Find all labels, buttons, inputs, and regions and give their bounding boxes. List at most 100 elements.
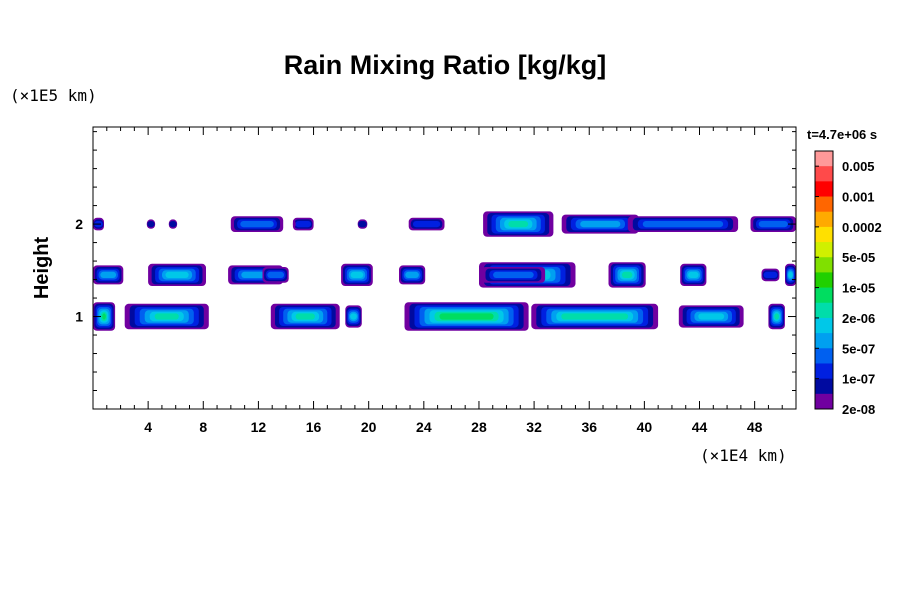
y-unit-label: (×1E5 km)	[10, 86, 97, 105]
rain-band-2-1-level-6	[154, 313, 179, 320]
contour-plot-area	[93, 211, 796, 331]
rain-band-1-4	[341, 263, 373, 286]
x-tick-label-40: 40	[637, 419, 653, 435]
colorbar-swatch-5	[815, 226, 833, 243]
colorbar-label-3: 5e-05	[842, 250, 875, 265]
colorbar-swatch-4	[815, 211, 833, 228]
rain-band-2-1	[124, 303, 209, 330]
colorbar-swatch-8	[815, 272, 833, 288]
rain-band-0-1	[146, 219, 156, 229]
rain-band-2-0	[93, 302, 116, 331]
rain-band-1-7-level-3	[493, 271, 534, 278]
colorbar-label-4: 1e-05	[842, 281, 875, 296]
rain-band-1-8-level-6	[621, 271, 633, 278]
rain-band-2-5-level-6	[561, 313, 629, 320]
y-tick-label-2: 2	[75, 216, 83, 232]
rain-band-2-0-level-7	[102, 313, 106, 320]
rain-band-0-6	[357, 219, 368, 229]
colorbar-swatch-16	[815, 393, 833, 410]
rain-band-0-6-level-1	[358, 221, 367, 228]
rain-band-1-1	[148, 263, 206, 286]
rain-band-1-4-level-5	[350, 271, 364, 278]
rain-band-1-3	[262, 267, 289, 283]
rain-band-2-6-level-5	[698, 313, 725, 320]
rain-band-0-7-level-2	[413, 221, 441, 228]
rain-band-1-9	[680, 263, 707, 286]
colorbar-label-8: 2e-08	[842, 402, 875, 417]
rain-band-1-5-level-4	[405, 271, 419, 278]
rain-band-0-5	[292, 221, 296, 228]
x-tick-label-20: 20	[361, 419, 377, 435]
rain-band-0-3-level-3	[240, 221, 274, 228]
rain-band-2-4-level-7	[439, 313, 494, 320]
rain-band-1-3-level-3	[267, 271, 285, 278]
colorbar-label-0: 0.005	[842, 159, 875, 174]
rain-band-2-5	[531, 303, 659, 330]
x-tick-label-28: 28	[471, 419, 487, 435]
rain-band-1-11-level-5	[788, 271, 793, 278]
colorbar-swatch-7	[815, 257, 833, 273]
rain-band-2-7	[768, 303, 785, 330]
x-tick-label-8: 8	[199, 419, 207, 435]
rain-band-1-11	[785, 263, 796, 286]
rain-band-1-0-level-4	[100, 271, 117, 278]
rain-band-0-8-level-6	[508, 221, 529, 228]
rain-band-1-0	[93, 265, 124, 285]
colorbar-swatch-11	[815, 317, 833, 334]
colorbar-label-1: 0.001	[842, 190, 875, 205]
colorbar-swatch-10	[815, 302, 833, 319]
rain-band-2-2-level-6	[295, 313, 315, 320]
rain-band-1-7	[481, 267, 546, 283]
rain-band-1-9-level-5	[688, 271, 699, 278]
rain-band-0-10	[627, 216, 739, 232]
rain-band-0-2	[168, 219, 178, 229]
rain-band-2-3-level-5	[350, 313, 357, 320]
colorbar-swatch-9	[815, 287, 833, 304]
rain-band-0-11	[750, 216, 796, 232]
x-tick-label-4: 4	[144, 419, 152, 435]
x-unit-label: (×1E4 km)	[700, 446, 787, 465]
colorbar-swatch-6	[815, 242, 833, 258]
x-tick-label-24: 24	[416, 419, 432, 435]
x-tick-label-36: 36	[581, 419, 597, 435]
colorbar-swatch-13	[815, 348, 833, 364]
colorbar-swatch-12	[815, 333, 833, 349]
colorbar-label-6: 5e-07	[842, 341, 875, 356]
time-label: t=4.7e+06 s	[807, 127, 877, 142]
chart-title: Rain Mixing Ratio [kg/kg]	[284, 50, 607, 80]
rain-band-0-10-level-3	[642, 221, 724, 228]
x-tick-label-32: 32	[526, 419, 542, 435]
colorbar-label-2: 0.0002	[842, 220, 882, 235]
plot-frame	[92, 126, 797, 410]
rain-band-0-7	[408, 217, 445, 231]
rain-band-2-4	[404, 302, 529, 331]
rain-band-0-8	[483, 211, 554, 237]
rain-band-0-5-level-0	[292, 221, 296, 228]
rain-band-0-3	[230, 216, 284, 232]
rain-band-2-3	[345, 305, 362, 328]
colorbar-swatch-1	[815, 166, 833, 182]
x-tick-label-44: 44	[692, 419, 708, 435]
rain-band-0-4-level-2	[295, 221, 312, 228]
rain-band-0-2-level-1	[169, 221, 177, 228]
x-tick-label-12: 12	[251, 419, 267, 435]
colorbar-swatch-15	[815, 378, 833, 395]
y-tick-label-1: 1	[75, 309, 83, 325]
rain-band-0-1-level-1	[147, 221, 155, 228]
colorbar-swatch-0	[815, 151, 833, 167]
rain-band-1-5	[399, 265, 426, 285]
colorbar-label-5: 2e-06	[842, 311, 875, 326]
rain-band-0-4	[292, 217, 314, 231]
rain-band-2-7-level-6	[774, 313, 779, 320]
colorbar: 0.005 0.001 0.0002 5e-05 1e-05 2e-06 5e-07 1e-0…	[814, 150, 882, 417]
x-tick-label-16: 16	[306, 419, 322, 435]
rain-band-1-10-level-2	[763, 271, 778, 278]
rain-band-2-6	[678, 305, 744, 328]
colorbar-swatch-14	[815, 363, 833, 380]
rain-band-1-8	[608, 262, 646, 288]
rain-band-1-10	[761, 268, 780, 282]
rain-band-0-9	[561, 214, 639, 234]
